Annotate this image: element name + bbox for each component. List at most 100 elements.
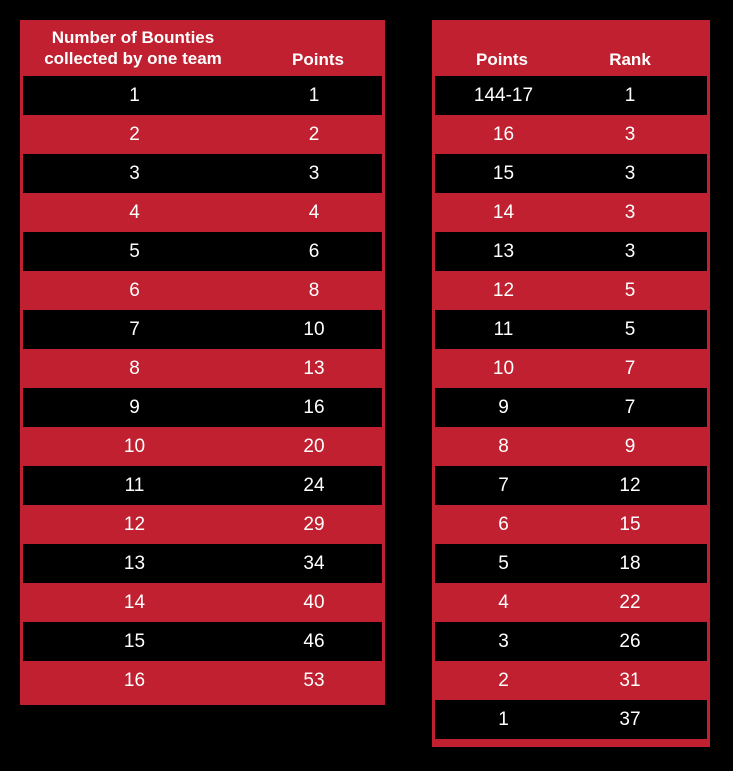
table-row: 7 12 [435, 466, 707, 505]
table-row: 10 7 [435, 349, 707, 388]
table-row: 13 3 [435, 232, 707, 271]
table-cell: 7 [624, 397, 636, 418]
points-rank-table: Points Rank 144-17 1 16 3 15 3 14 3 13 3 12 5 11 5 10 7… [432, 20, 710, 747]
table-cell: 10 [492, 358, 515, 379]
table-cell: 29 [303, 514, 325, 535]
table-row: 14 40 [23, 583, 382, 622]
header-bounties-line2: collected by one team [44, 49, 222, 68]
table-cell: 16 [303, 397, 325, 418]
table-cell: 15 [492, 163, 515, 184]
table-cell: 3 [624, 202, 636, 223]
table-cell: 31 [619, 670, 641, 691]
table-cell: 13 [492, 241, 515, 262]
table-cell: 7 [498, 475, 509, 496]
table-cell: 2 [498, 670, 509, 691]
table-cell: 8 [129, 358, 140, 379]
rank-table-rows: 144-17 1 16 3 15 3 14 3 13 3 12 5 11 5 10 7 9 7 8 9 7 12 6 15 5 1… [435, 76, 707, 739]
header-points: Points [476, 50, 528, 69]
table-cell: 1 [624, 85, 636, 106]
table-cell: 1 [498, 709, 509, 730]
table-row: 8 13 [23, 349, 382, 388]
table-row: 11 24 [23, 466, 382, 505]
table-row: 4 22 [435, 583, 707, 622]
table-cell: 3 [498, 631, 509, 652]
table-cell: 16 [123, 670, 146, 691]
table-cell: 26 [619, 631, 641, 652]
table-cell: 2 [129, 124, 140, 145]
table-row: 13 34 [23, 544, 382, 583]
table-row: 1 37 [435, 700, 707, 739]
table-cell: 3 [624, 124, 636, 145]
table-cell: 13 [123, 553, 146, 574]
table-row: 12 29 [23, 505, 382, 544]
table-cell: 15 [123, 631, 146, 652]
table-row: 5 18 [435, 544, 707, 583]
table-cell: 7 [129, 319, 140, 340]
table-row: 7 10 [23, 310, 382, 349]
table-cell: 10 [123, 436, 146, 457]
table-row: 14 3 [435, 193, 707, 232]
table-row: 144-17 1 [435, 76, 707, 115]
table-cell: 11 [493, 319, 514, 340]
table-cell: 11 [124, 475, 145, 496]
table-cell: 15 [619, 514, 641, 535]
table-cell: 3 [624, 241, 636, 262]
table-row: 15 46 [23, 622, 382, 661]
table-cell: 24 [303, 475, 325, 496]
table-cell: 12 [619, 475, 641, 496]
table-row: 12 5 [435, 271, 707, 310]
table-cell: 8 [498, 436, 509, 457]
table-cell: 3 [308, 163, 320, 184]
table-cell: 4 [129, 202, 140, 223]
table-cell: 22 [619, 592, 641, 613]
table-row: 2 31 [435, 661, 707, 700]
table-cell: 10 [303, 319, 325, 340]
table-row: 6 15 [435, 505, 707, 544]
table-cell: 12 [492, 280, 515, 301]
table-cell: 4 [498, 592, 509, 613]
table-cell: 16 [492, 124, 515, 145]
bounty-table-header: Number of Bounties collected by one team… [20, 20, 385, 76]
table-cell: 13 [303, 358, 325, 379]
table-cell: 6 [308, 241, 320, 262]
table-cell: 6 [498, 514, 509, 535]
table-cell: 5 [498, 553, 509, 574]
table-cell: 5 [624, 280, 636, 301]
table-cell: 9 [624, 436, 636, 457]
header-points: Points [292, 50, 344, 69]
table-cell: 8 [308, 280, 320, 301]
table-cell: 20 [303, 436, 325, 457]
table-cell: 9 [498, 397, 509, 418]
table-cell: 9 [129, 397, 140, 418]
table-cell: 1 [129, 85, 140, 106]
bounty-table-rows: 1 1 2 2 3 3 4 4 5 6 6 8 7 10 8 13 9 16 10 20 11 24 12 29 13 34 14 4… [23, 76, 382, 700]
table-cell: 14 [492, 202, 515, 223]
table-row: 11 5 [435, 310, 707, 349]
table-cell: 37 [619, 709, 641, 730]
table-cell: 18 [619, 553, 641, 574]
header-bounties-line1: Number of Bounties [51, 28, 215, 47]
table-cell: 46 [303, 631, 325, 652]
table-row: 10 20 [23, 427, 382, 466]
table-cell: 14 [123, 592, 146, 613]
table-cell: 7 [624, 358, 636, 379]
table-cell: 2 [308, 124, 320, 145]
table-row: 16 53 [23, 661, 382, 700]
table-row: 15 3 [435, 154, 707, 193]
table-cell: 6 [129, 280, 140, 301]
header-bounties: Number of Bounties collected by one team [20, 27, 246, 69]
table-cell: 1 [308, 85, 320, 106]
table-cell: 34 [303, 553, 325, 574]
table-cell: 4 [308, 202, 320, 223]
header-rank: Rank [609, 50, 651, 69]
table-cell: 5 [624, 319, 636, 340]
table-cell: 144-17 [473, 85, 534, 106]
